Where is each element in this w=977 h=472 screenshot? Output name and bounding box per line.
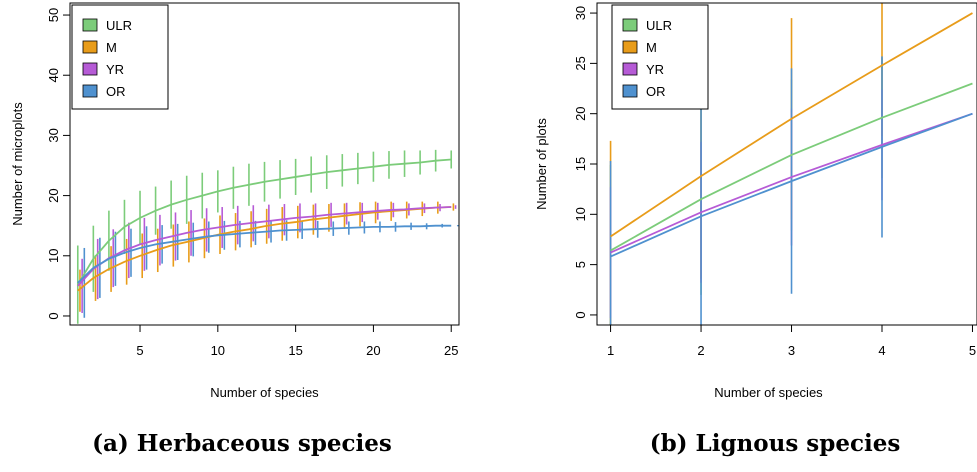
y-tick-label: 10 [46,249,61,263]
legend-label: OR [106,84,126,99]
series-line-or [77,224,452,284]
legend-label: OR [646,84,666,99]
legend-swatch [82,40,98,54]
y-tick-label: 30 [46,128,61,142]
x-tick-label: 15 [288,343,302,358]
x-tick-label: 5 [969,343,976,358]
legend-swatch [622,40,638,54]
x-tick-label: 2 [697,343,704,358]
legend-swatch [622,62,638,76]
legend-swatch [82,84,98,98]
y-tick-label: 20 [46,188,61,202]
series-line-yr [610,112,973,254]
x-tick-label: 4 [878,343,885,358]
legend-swatch [82,62,98,76]
x-tick-label: 3 [788,343,795,358]
legend-label: YR [646,62,664,77]
y-tick-label: 5 [573,261,588,268]
figure-caption: (b) Lignous species [650,430,901,457]
y-axis-title: Number of microplots [10,102,25,226]
x-tick-label: 20 [366,343,380,358]
legend-label: YR [106,62,124,77]
x-tick-label: 5 [136,343,143,358]
series-line-m [610,12,973,238]
y-tick-label: 50 [46,8,61,22]
plot-area [76,149,459,324]
y-tick-label: 0 [573,311,588,318]
plot-frame [69,2,460,326]
y-tick-label: 40 [46,68,61,82]
legend-label: ULR [106,18,132,33]
chart-panel-1: 5 10 15 20 25 0 10 20 30 40 50 Number of species Num… [10,2,460,457]
x-axis-title: Number of species [714,385,823,400]
y-tick-label: 15 [573,157,588,171]
figure-caption: (a) Herbaceous species [92,430,392,457]
series-line-ulr [77,158,452,286]
x-tick-label: 25 [444,343,458,358]
y-tick-label: 20 [573,106,588,120]
legend-label: ULR [646,18,672,33]
series-line-m [77,206,452,292]
legend-swatch [82,18,98,32]
series-line-yr [77,206,452,287]
y-axis-title: Number of plots [534,118,549,210]
y-tick-label: 10 [573,207,588,221]
y-tick-label: 25 [573,56,588,70]
x-tick-label: 1 [607,343,614,358]
legend-swatch [622,18,638,32]
series-line-or [610,112,973,258]
y-tick-label: 0 [46,312,61,319]
legend-label: M [646,40,657,55]
x-axis-title: Number of species [210,385,319,400]
x-tick-label: 10 [211,343,225,358]
legend-label: M [106,40,117,55]
chart-panel-2: 1 2 3 4 5 0 5 10 15 20 25 30 Number of species Number… [534,2,977,457]
y-tick-label: 30 [573,6,588,20]
series-line-ulr [610,82,973,252]
legend-swatch [622,84,638,98]
